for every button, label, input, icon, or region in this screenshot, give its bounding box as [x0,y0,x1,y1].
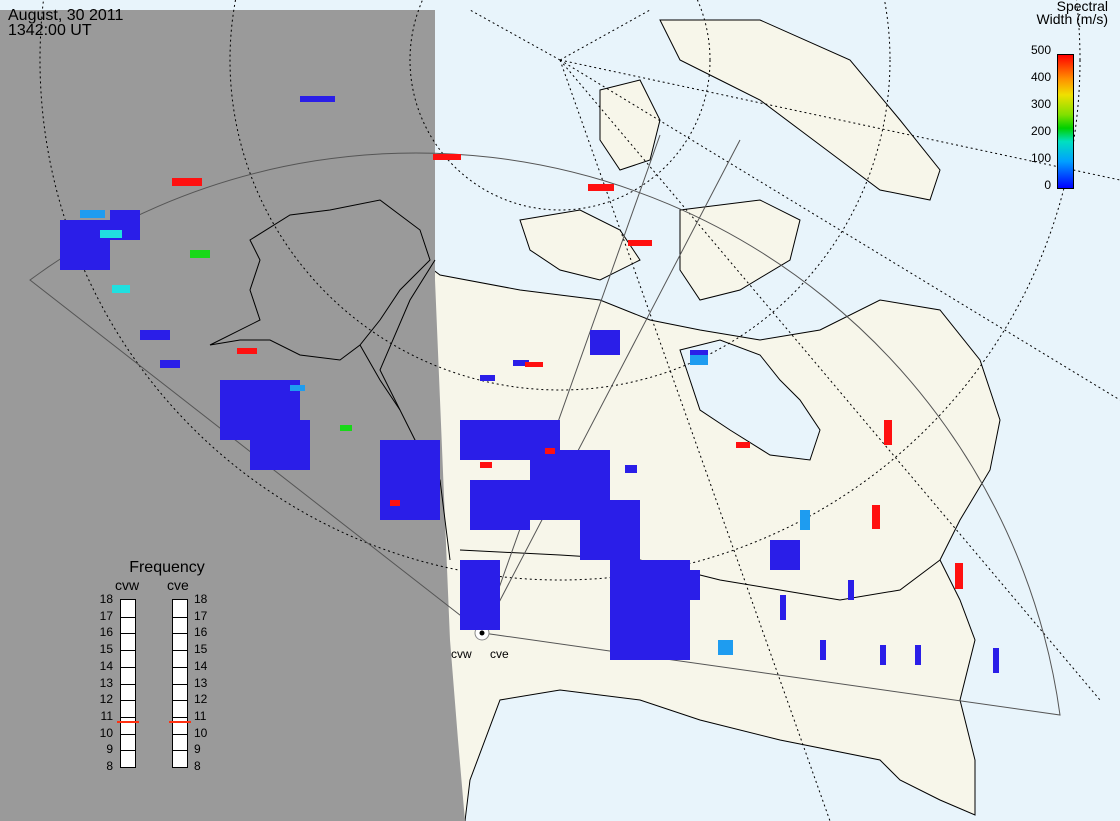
freq-tick-right-17: 17 [194,608,208,623]
freq-tick-left-9: 9 [106,742,113,757]
colorbar-tick-0: 0 [1044,178,1051,192]
colorbar-tick-200: 200 [1030,124,1051,138]
freq-column-cvw [117,599,139,768]
freq-tick-right-18: 18 [194,592,208,606]
freq-tick-right-13: 13 [194,675,208,690]
freq-tick-left-14: 14 [99,658,113,673]
freq-tick-left-18: 18 [99,592,113,606]
freq-selected-marker [169,720,191,723]
time-label: 1342:00 UT [8,22,92,39]
freq-cell-divider [173,666,187,668]
freq-tick-left-17: 17 [99,608,113,623]
freq-cell-divider [121,683,135,685]
freq-tick-right-15: 15 [194,642,208,657]
frequency-title: Frequency [129,559,205,576]
freq-selected-marker [117,720,139,723]
freq-cell-divider [173,633,187,635]
freq-column-cve [169,599,191,768]
freq-tick-left-16: 16 [99,625,113,640]
radar-label-cve: cve [490,647,509,661]
legend-title-line2: Width (m/s) [1036,11,1108,27]
radar-label-cvw: cvw [451,647,472,661]
freq-cell-divider [173,650,187,652]
date-label: August, 30 2011 [8,7,124,24]
frequency-panel: Frequency cvw cve 18 17 16 15 14 13 12 11 10 9 8 1… [95,560,225,780]
timestamp-header: August, 30 2011 1342:00 UT [8,7,124,39]
echo-cluster-cyan [100,230,130,293]
freq-cell-divider [121,700,135,702]
freq-tick-right-11: 11 [194,708,207,723]
freq-col-label-cvw: cvw [115,577,140,593]
alaska-coastline [209,199,431,361]
beam-line-2 [482,139,741,634]
freq-cell-divider [121,733,135,735]
freq-tick-left-10: 10 [99,725,113,740]
alaska-canada-border [379,259,436,411]
freq-tick-right-8: 8 [194,759,201,773]
arctic-island-east [679,199,801,301]
freq-cell-divider [173,750,187,752]
freq-tick-left-12: 12 [99,692,113,707]
radar-site-center [479,630,485,636]
arctic-island-ellesmere [599,79,661,171]
freq-cell-divider [121,633,135,635]
freq-cell-divider [173,616,187,618]
spectral-width-colorbar [1057,54,1074,189]
echo-cluster-lightblue [80,210,810,655]
colorbar-tick-500: 500 [1030,43,1051,57]
colorbar-tick-300: 300 [1030,97,1051,111]
arctic-island-baffin [659,19,941,201]
freq-tick-left-13: 13 [99,675,113,690]
freq-cell-divider [121,750,135,752]
freq-cell-divider [173,683,187,685]
freq-tick-right-16: 16 [194,625,208,640]
echo-cluster-blue [60,96,999,673]
arctic-island-victoria [519,209,641,281]
echo-cluster-green [190,250,352,431]
legend-title-line1: Spectral [1056,0,1108,14]
freq-cell-divider [121,716,135,718]
freq-cell-divider [121,666,135,668]
freq-cell-divider [121,616,135,618]
freq-tick-left-8: 8 [106,759,113,773]
freq-cell-divider [173,700,187,702]
freq-tick-right-12: 12 [194,692,208,707]
map-grid [39,0,1120,821]
radar-field-of-view [29,152,1061,716]
beam-line-1 [482,134,661,634]
us-canada-border [459,549,941,601]
freq-tick-right-10: 10 [194,725,208,740]
colorbar-tick-100: 100 [1030,151,1051,165]
freq-tick-left-11: 11 [100,708,113,723]
freq-cell-divider [173,733,187,735]
legend-title: Spectral Width (m/s) [998,0,1108,26]
freq-col-label-cve: cve [167,577,189,593]
freq-cell-divider [121,650,135,652]
freq-cell-divider [173,716,187,718]
freq-tick-left-15: 15 [99,642,113,657]
freq-tick-right-14: 14 [194,658,208,673]
colorbar-tick-400: 400 [1030,70,1051,84]
hudson-bay [679,339,821,461]
echo-cluster-red [172,154,963,589]
freq-tick-right-9: 9 [194,742,201,757]
